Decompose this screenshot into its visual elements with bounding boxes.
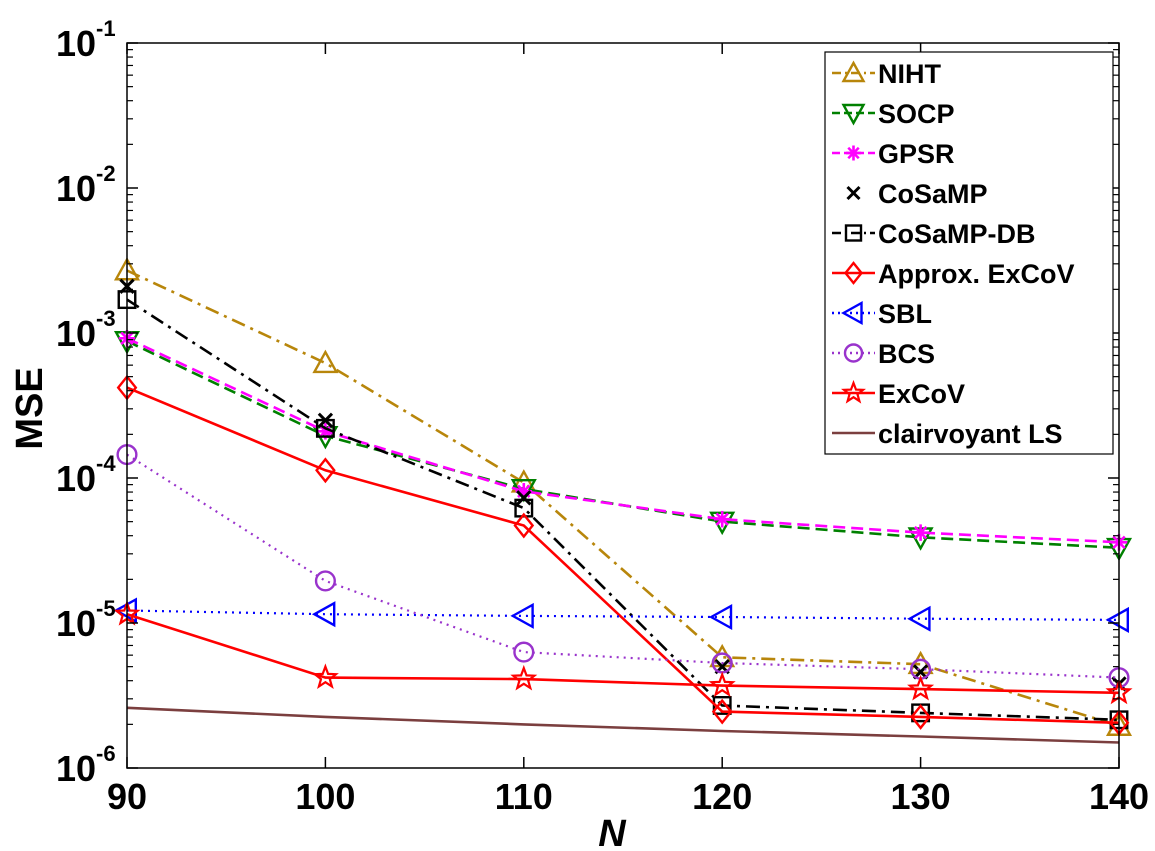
y-tick-exponent: -3 — [96, 306, 116, 331]
legend-label: ExCoV — [878, 379, 965, 409]
data-point — [314, 570, 336, 592]
y-tick-base: 10 — [56, 603, 96, 644]
marker-stroke — [715, 512, 729, 526]
legend-marker — [841, 379, 866, 404]
series-line — [126, 609, 1120, 622]
x-tick-label: 140 — [1089, 776, 1149, 817]
legend-label: GPSR — [878, 139, 955, 169]
axes-layer: 10-610-510-410-310-210-190 100 110 120 130 14… — [56, 16, 1149, 817]
y-tick-exponent: -1 — [96, 16, 116, 41]
legend-item: SOCP — [832, 99, 955, 129]
legend-marker — [841, 103, 866, 126]
y-tick-label: 10-2 — [56, 161, 116, 209]
data-point — [510, 664, 538, 691]
data-point — [713, 510, 731, 528]
data-point — [311, 601, 336, 628]
y-tick-label: 10-4 — [56, 451, 116, 499]
legend-label: BCS — [878, 339, 935, 369]
x-tick-label: 130 — [891, 776, 951, 817]
data-point — [513, 641, 535, 663]
legend-marker — [846, 185, 861, 201]
x-axis-title: N — [598, 813, 627, 851]
x-tick-label: 110 — [495, 776, 553, 817]
x-tick-label: 100 — [295, 776, 355, 817]
legend-label: CoSaMP — [878, 179, 988, 209]
data-point — [708, 603, 733, 631]
legend-item: clairvoyant LS — [832, 419, 1063, 449]
series-line — [126, 386, 1120, 725]
legend-marker — [844, 224, 863, 242]
data-point — [311, 663, 339, 690]
legend-label: SBL — [878, 299, 932, 329]
y-axis-title: MSE — [9, 367, 51, 449]
series-line — [126, 269, 1120, 728]
y-tick-exponent: -2 — [96, 161, 116, 186]
series-excov — [113, 600, 1133, 705]
series-line — [126, 337, 1120, 544]
legend-item: ExCoV — [832, 379, 965, 409]
marker-stroke — [516, 490, 532, 506]
plot-frame — [126, 42, 1120, 769]
data-point — [910, 704, 931, 730]
legend-label: clairvoyant LS — [878, 419, 1063, 449]
series-line — [126, 298, 1120, 722]
data-point — [912, 524, 929, 541]
y-tick-exponent: -6 — [96, 741, 116, 766]
legend-label: SOCP — [878, 99, 955, 129]
y-tick-base: 10 — [56, 748, 96, 789]
data-point — [711, 698, 733, 725]
legend-item: Approx. ExCoV — [832, 259, 1075, 289]
legend-item: GPSR — [832, 139, 955, 169]
legend-marker — [841, 300, 863, 326]
data-point — [1105, 606, 1130, 633]
series-line — [126, 706, 1120, 744]
y-tick-exponent: -4 — [96, 451, 116, 476]
data-point — [510, 602, 534, 629]
y-tick-base: 10 — [56, 458, 96, 499]
data-point — [513, 512, 535, 539]
marker-stroke — [846, 185, 861, 201]
series-line — [126, 612, 1120, 695]
legend-item: CoSaMP-DB — [832, 219, 1036, 249]
x-tick-label: 90 — [107, 776, 147, 817]
data-point — [315, 457, 336, 484]
legend-marker — [843, 261, 864, 285]
y-tick-exponent: -5 — [96, 596, 116, 621]
data-point — [708, 671, 736, 698]
marker-stroke — [318, 424, 333, 438]
data-point — [312, 349, 339, 374]
y-tick-base: 10 — [56, 23, 96, 64]
marker-stroke — [913, 525, 928, 540]
legend-item: SBL — [832, 299, 932, 329]
legend-marker — [846, 145, 861, 161]
y-tick-base: 10 — [56, 168, 96, 209]
legend-marker — [841, 60, 866, 83]
legend-marker — [843, 343, 864, 363]
data-point — [907, 605, 931, 632]
legend-label: Approx. ExCoV — [878, 259, 1075, 289]
legend-label: NIHT — [878, 59, 941, 89]
y-tick-base: 10 — [56, 313, 96, 354]
y-tick-label: 10-1 — [56, 16, 116, 64]
y-tick-label: 10-3 — [56, 306, 116, 354]
series-layer — [113, 256, 1133, 744]
legend-item: CoSaMP — [846, 179, 988, 209]
marker-stroke — [847, 146, 860, 160]
series-clairvoyant-ls — [126, 706, 1120, 744]
x-tick-label: 120 — [692, 776, 752, 817]
data-point — [516, 490, 532, 506]
legend-label: CoSaMP-DB — [878, 219, 1036, 249]
legend: NIHT SOCP GPSR CoSaMP CoSaMP-DB Approx. ExCoV… — [824, 51, 1114, 455]
legend-box — [824, 51, 1114, 455]
data-point — [315, 418, 335, 438]
y-tick-label: 10-5 — [56, 596, 116, 644]
series-line — [126, 453, 1120, 679]
data-point — [907, 674, 935, 701]
legend-item: BCS — [832, 339, 935, 369]
series-approx-excov — [116, 374, 1130, 736]
y-tick-label: 10-6 — [56, 741, 116, 789]
legend-item: NIHT — [832, 59, 941, 89]
